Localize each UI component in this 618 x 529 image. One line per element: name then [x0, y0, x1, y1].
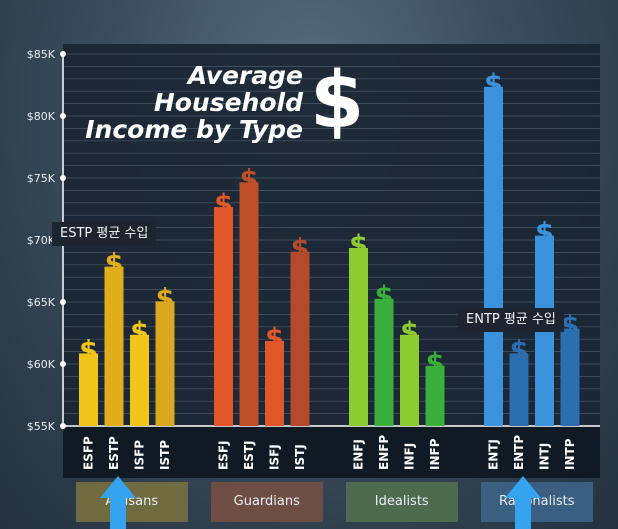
category-label-estj: ESTJ — [242, 441, 256, 471]
y-tick-label: $70K — [27, 234, 56, 247]
bar-dollar-icon: $ — [400, 317, 419, 348]
category-band — [63, 426, 600, 478]
bar-isfj — [265, 341, 284, 426]
title-dollar-icon: $ — [310, 56, 365, 146]
group-label-idealists: Idealists — [346, 482, 458, 522]
entp-average-callout: ENTP 평균 수입 — [458, 308, 564, 332]
bar-dollar-icon: $ — [130, 317, 149, 348]
category-label-infj: INFJ — [403, 443, 417, 470]
y-tick-dot — [60, 299, 66, 305]
category-label-esfj: ESFJ — [217, 440, 231, 470]
bar-dollar-icon: $ — [375, 281, 394, 312]
category-label-enfj: ENFJ — [352, 439, 366, 470]
chart-title-line-1: Average — [187, 61, 303, 90]
group-label-guardians: Guardians — [211, 482, 323, 522]
bar-dollar-icon: $ — [265, 323, 284, 354]
bar-estp — [104, 266, 124, 426]
bar-entp — [509, 353, 529, 426]
bar-infp — [425, 365, 445, 426]
chart-title-line-3: Income by Type — [85, 115, 303, 144]
y-tick-dot — [60, 51, 66, 57]
bar-dollar-icon: $ — [535, 218, 554, 249]
category-label-isfj: ISFJ — [268, 444, 282, 470]
bar-entj — [484, 86, 503, 427]
category-label-infp: INFP — [428, 438, 442, 470]
bar-esfj — [214, 207, 233, 426]
category-label-intp: INTP — [563, 438, 577, 470]
category-label-isfp: ISFP — [133, 440, 147, 470]
category-label-estp: ESTP — [107, 436, 121, 470]
bar-esfp — [79, 353, 98, 426]
bar-infj — [400, 334, 419, 426]
y-tick-label: $55K — [27, 420, 56, 433]
bar-dollar-icon: $ — [510, 335, 529, 366]
bar-dollar-icon: $ — [561, 311, 580, 342]
bar-intp — [560, 328, 580, 426]
category-label-intj: INTJ — [538, 443, 552, 470]
bar-enfp — [374, 298, 394, 426]
bar-dollar-icon: $ — [291, 234, 310, 265]
bar-istp — [155, 301, 175, 426]
bar-istj — [290, 251, 310, 426]
bar-dollar-icon: $ — [214, 189, 233, 220]
category-label-entj: ENTJ — [487, 439, 501, 470]
y-tick-label: $75K — [27, 172, 56, 185]
y-tick-dot — [60, 113, 66, 119]
bar-dollar-icon: $ — [484, 69, 503, 100]
bar-enfj — [349, 248, 368, 426]
chart-title-line-2: Household — [153, 88, 303, 117]
y-tick-dot — [60, 423, 66, 429]
category-label-enfp: ENFP — [377, 435, 391, 470]
bar-dollar-icon: $ — [156, 283, 175, 314]
bar-dollar-icon: $ — [426, 348, 445, 379]
y-tick-dot — [60, 361, 66, 367]
y-tick-label: $80K — [27, 110, 56, 123]
y-tick-label: $60K — [27, 358, 56, 371]
bar-dollar-icon: $ — [105, 249, 124, 280]
category-label-esfp: ESFP — [82, 436, 96, 470]
y-tick-label: $65K — [27, 296, 56, 309]
category-label-istp: ISTP — [158, 440, 172, 470]
group-label-artisans: Artisans — [76, 482, 188, 522]
bar-estj — [239, 182, 259, 426]
bar-dollar-icon: $ — [79, 335, 98, 366]
group-label-rationalists: Rationalists — [481, 482, 593, 522]
category-label-entp: ENTP — [512, 435, 526, 470]
y-tick-dot — [60, 175, 66, 181]
bar-isfp — [130, 334, 149, 426]
bar-dollar-icon: $ — [240, 164, 259, 195]
y-tick-label: $85K — [27, 48, 56, 61]
estp-average-callout: ESTP 평균 수입 — [52, 222, 157, 246]
bar-dollar-icon: $ — [349, 230, 368, 261]
category-label-istj: ISTJ — [293, 444, 307, 470]
